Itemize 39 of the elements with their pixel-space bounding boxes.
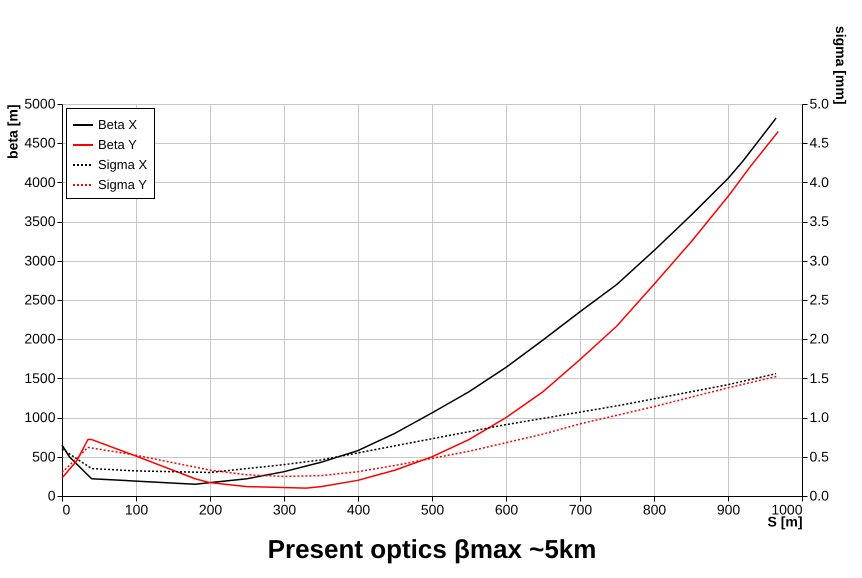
y2-tick-label: 2.5: [810, 292, 830, 308]
y-tick-label: 5000: [24, 96, 56, 112]
y2-tick-label: 5.0: [810, 96, 830, 112]
y2-tick-label: 0.0: [810, 488, 830, 504]
y2-tick-label: 0.5: [810, 448, 830, 464]
y-tick-label: 4000: [24, 174, 56, 190]
y2-tick-label: 4.5: [810, 134, 830, 151]
y2-tick-label: 2.0: [810, 330, 830, 347]
y-tick-label: 3500: [24, 213, 56, 230]
text: Present optics βmax ~5km: [268, 534, 596, 564]
x-tick-label: 800: [642, 502, 666, 518]
y2-tick-label: 3.5: [810, 213, 830, 230]
y2-tick-label: 4.0: [810, 174, 830, 190]
x-tick-label: 200: [198, 502, 222, 518]
y2-axis-title: sigma [mm]: [832, 26, 849, 104]
y-tick-label: 3000: [24, 252, 56, 268]
legend-label: Sigma Y: [98, 177, 148, 192]
y-tick-label: 1000: [24, 409, 56, 426]
x-tick-label: 700: [568, 502, 592, 518]
x-tick-label: 600: [494, 502, 518, 518]
x-tick-label: 500: [420, 502, 444, 518]
y-axis-title: beta [m]: [4, 104, 20, 159]
y-tick-label: 1500: [24, 370, 56, 386]
y-tick-label: 0: [48, 488, 56, 504]
x-tick-label: 900: [716, 502, 740, 518]
x-tick-label: 0: [62, 502, 70, 518]
y-tick-label: 500: [32, 448, 56, 464]
legend-label: Beta X: [98, 117, 138, 132]
y2-tick-label: 3.0: [810, 252, 830, 268]
y2-tick-label: 1.5: [810, 370, 830, 386]
y-tick-label: 2500: [24, 292, 56, 308]
x-tick-label: 300: [272, 502, 296, 518]
y2-tick-label: 1.0: [810, 409, 830, 426]
x-tick-label: 100: [124, 502, 148, 518]
x-tick-label: 400: [346, 502, 370, 518]
y-tick-label: 4500: [24, 134, 56, 151]
legend-label: Beta Y: [98, 137, 138, 152]
legend-label: Sigma X: [98, 157, 148, 172]
y-tick-label: 2000: [24, 330, 56, 347]
